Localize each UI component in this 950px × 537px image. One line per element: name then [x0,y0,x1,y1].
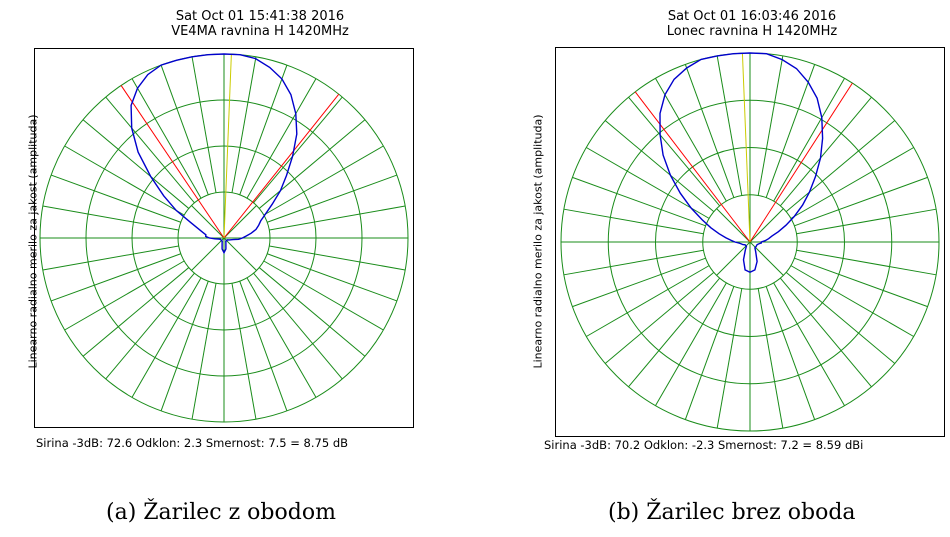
grid-spoke [604,120,715,213]
grid-spoke [572,176,706,227]
chart-a-title-line1: Sat Oct 01 15:41:38 2016 [175,9,345,24]
grid-spoke-inner [223,237,257,271]
plot-frame [34,48,414,428]
grid-spoke [82,119,190,209]
chart-a-stats: Sirina -3dB: 72.6 Odklon: 2.3 Smernost: … [36,436,349,450]
grid-spoke-inner [716,208,751,243]
grid-spoke [790,147,914,219]
grid-spoke [64,145,185,216]
grid-spoke [231,56,257,193]
grid-spoke [50,253,181,302]
grid-spoke-inner [191,205,225,239]
grid-spoke [684,64,735,198]
chart-a-caption: (a) Žarilec z obodom [106,500,336,525]
grid-spoke [757,55,784,196]
grid-spoke [773,78,845,202]
grid-spoke-inner [749,208,784,243]
grid-spoke [239,64,288,195]
grid-spoke [790,265,914,337]
grid-spoke [42,205,179,231]
grid-spoke [105,96,195,204]
beamwidth-line [120,85,225,239]
radiation-pattern [130,53,298,255]
grid-spoke [628,277,721,388]
grid-spoke-inner [716,241,751,276]
grid-spoke [131,78,202,199]
chart-b-caption: (b) Žarilec brez oboda [608,500,856,525]
grid-spoke [785,271,896,364]
grid-spoke [258,267,366,357]
grid-spoke [253,272,343,380]
grid-spoke [131,277,202,398]
grid-spoke [563,208,704,235]
grid-spoke [586,147,710,219]
beamwidth-line [634,91,751,243]
chart-a-plot [34,48,414,428]
grid-spoke [105,272,195,380]
beam-center-line [223,54,232,239]
grid-spoke [765,286,816,420]
grid-spoke [794,257,928,308]
grid-spoke [191,283,217,420]
grid-spoke [191,56,217,193]
grid-spoke [684,286,735,420]
plot-frame [555,47,945,437]
grid-spoke [82,267,190,357]
radiation-pattern [659,52,824,273]
chart-b-title-line2: Lonec ravnina H 1420MHz [666,24,838,39]
grid-spoke [239,281,288,412]
chart-b-stats: Sirina -3dB: 70.2 Odklon: -2.3 Smernost:… [544,438,864,452]
beamwidth-line [223,93,340,239]
chart-a-title: Sat Oct 01 15:41:38 2016 VE4MA ravnina H… [120,9,400,39]
grid-spoke [586,265,710,337]
grid-spoke [779,277,872,388]
grid-spoke [267,253,398,302]
grid-spoke [263,260,384,331]
grid-spoke-inner [223,205,257,239]
grid-spoke [563,249,704,276]
grid-spoke [42,245,179,271]
chart-b-plot [555,47,945,437]
grid-spoke [716,288,743,429]
grid-spoke-inner [191,237,225,271]
grid-spoke [765,64,816,198]
grid-spoke [572,257,706,308]
grid-spoke [757,288,784,429]
grid-spoke [796,208,937,235]
grid-spoke [604,271,715,364]
grid-spoke [779,96,872,207]
chart-b-title-line1: Sat Oct 01 16:03:46 2016 [667,9,837,24]
grid-spoke [773,282,845,406]
chart-a-title-line2: VE4MA ravnina H 1420MHz [171,24,349,39]
grid-spoke [231,283,257,420]
grid-spoke [160,64,209,195]
grid-spoke [655,78,727,202]
grid-spoke [50,174,181,223]
grid-spoke [246,78,317,199]
grid-spoke [628,96,721,207]
grid-spoke [267,174,398,223]
beamwidth-line [749,82,853,243]
grid-spoke [269,245,406,271]
chart-b-title: Sat Oct 01 16:03:46 2016 Lonec ravnina H… [612,9,892,39]
grid-spoke [785,120,896,213]
grid-spoke [263,145,384,216]
grid-spoke [716,55,743,196]
grid-spoke [655,282,727,406]
grid-spoke [258,119,366,209]
grid-spoke [160,281,209,412]
grid-spoke [253,96,343,204]
grid-spoke [269,205,406,231]
grid-spoke [794,176,928,227]
grid-spoke [796,249,937,276]
beam-center-line [741,53,751,243]
chart-b-ylabel: Linearno radialno merilo za jakost (ampl… [531,114,545,369]
grid-spoke [64,260,185,331]
grid-spoke [246,277,317,398]
